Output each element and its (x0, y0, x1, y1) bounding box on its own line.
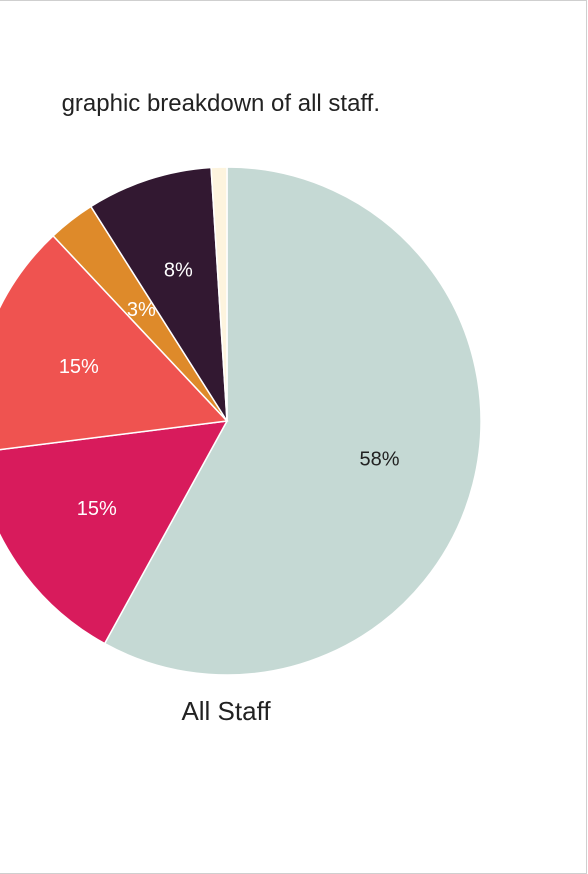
pie-slice-label-0: 58% (360, 448, 400, 470)
pie-slice-0 (103, 166, 482, 676)
pie-labels: 58% 15% 15% 3% 8% (59, 260, 400, 520)
pie-caption: All Staff (181, 696, 271, 726)
pie-slices (0, 166, 482, 676)
pie-slice-label-2: 15% (59, 356, 99, 378)
pie-slice-5 (210, 166, 228, 422)
pie-slice-label-1: 15% (77, 498, 117, 520)
pie-slice-1 (0, 420, 229, 645)
pie-slice-label-3: 3% (127, 299, 156, 321)
pie-slice-2 (0, 234, 229, 451)
pie-slice-4 (89, 166, 228, 422)
chart-description: graphic breakdown of all staff. (61, 90, 380, 117)
pie-slice-label-4: 8% (164, 260, 193, 282)
